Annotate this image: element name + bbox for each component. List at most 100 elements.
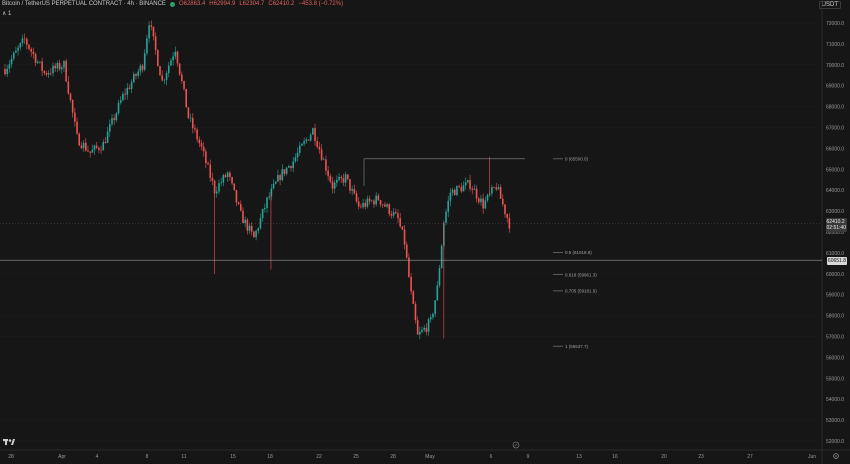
candle-body — [338, 176, 340, 180]
time-axis: 28 Apr 4 8 11 15 18 22 25 28 May 6 9 13 16 20 23 27 Jun — [8, 454, 816, 460]
candle-body — [471, 188, 474, 190]
candle-body — [100, 149, 102, 151]
candle-body — [288, 166, 290, 168]
candle-body — [423, 327, 425, 330]
low-value: L62304.7 — [239, 1, 265, 7]
candle-body — [133, 74, 135, 83]
candle-body — [320, 149, 323, 160]
candle-body — [172, 56, 174, 61]
candle-body — [65, 60, 67, 82]
candle-body — [117, 102, 120, 114]
candle-body — [493, 187, 495, 188]
candle-body — [508, 218, 511, 229]
currency-selector[interactable]: USDT — [818, 1, 841, 9]
candle-body — [395, 212, 397, 214]
candle-body — [36, 61, 39, 63]
candle-body — [74, 112, 76, 122]
candle-body — [82, 142, 85, 149]
candle-body — [91, 149, 94, 153]
candle-body — [178, 63, 181, 75]
price-tick-label: 65000.0 — [826, 167, 844, 173]
candle-body — [189, 117, 192, 119]
candle-body — [52, 65, 54, 74]
candle-body — [432, 313, 434, 318]
candle-body — [32, 51, 35, 54]
candle-body — [469, 180, 471, 189]
time-tick-label: 9 — [527, 454, 530, 460]
candle-body — [63, 60, 65, 68]
gear-icon[interactable] — [833, 453, 839, 459]
candle-body — [504, 204, 506, 215]
candle-body — [244, 219, 246, 224]
candle-body — [135, 74, 137, 76]
price-tick-label: 67000.0 — [826, 126, 844, 132]
candle-body — [200, 143, 203, 147]
candle-body — [106, 131, 109, 143]
candle-body — [314, 128, 316, 142]
candle-body — [405, 244, 408, 258]
scroll-to-realtime-icon[interactable] — [512, 441, 520, 449]
symbol-title[interactable]: Bitcoin / TetherUS PERPETUAL CONTRACT · … — [2, 1, 166, 7]
current-price-label: 62410.2 02:51:40 — [825, 218, 847, 233]
candle-body — [248, 225, 251, 231]
candle-body — [255, 230, 257, 238]
candle-body — [451, 189, 454, 193]
candle-body — [148, 25, 150, 39]
candle-body — [480, 198, 482, 203]
fib-level-label: 0.705 (59181.6) — [565, 289, 597, 294]
candle-body — [205, 151, 207, 163]
candle-body — [473, 188, 476, 190]
candle-body — [202, 146, 205, 152]
candle-body — [235, 189, 238, 203]
candle-body — [213, 180, 216, 194]
tradingview-logo-icon[interactable] — [3, 439, 15, 445]
candle-body — [399, 218, 401, 227]
candle-body — [211, 177, 214, 181]
time-tick-label: 20 — [661, 454, 667, 460]
candle-body — [102, 141, 105, 151]
candle-body — [371, 200, 373, 202]
candle-body — [54, 65, 57, 69]
candle-body — [294, 157, 297, 162]
time-tick-label: 13 — [576, 454, 582, 460]
indicator-collapse-button[interactable]: ∧ 1 — [2, 11, 12, 17]
candle-body — [174, 51, 177, 57]
open-value: O62863.4 — [178, 1, 206, 7]
candle-body — [377, 195, 380, 201]
candle-body — [312, 128, 314, 135]
candle-body — [368, 198, 371, 202]
candle-body — [495, 187, 498, 190]
time-tick-label: 22 — [316, 454, 322, 460]
candle-body — [237, 202, 240, 205]
candle-body — [246, 219, 249, 231]
chart-legend[interactable]: Bitcoin / TetherUS PERPETUAL CONTRACT · … — [2, 1, 343, 7]
price-tick-label: 57000.0 — [826, 335, 844, 341]
candle-body — [475, 188, 478, 199]
time-tick-label: 8 — [146, 454, 149, 460]
candle-body — [207, 162, 209, 165]
fib-level-label: 0.618 (59961.3) — [565, 272, 597, 277]
candle-body — [250, 225, 253, 232]
candle-body — [161, 75, 163, 81]
candle-body — [93, 145, 96, 150]
candle-body — [17, 47, 19, 51]
fib-level-label: 0 (65500.0) — [565, 157, 589, 162]
candle-body — [482, 198, 484, 209]
candle-body — [281, 169, 284, 180]
candle-body — [163, 79, 166, 81]
candle-body — [150, 25, 153, 27]
time-tick-label: 15 — [230, 454, 236, 460]
price-axis: 72000.0 71000.0 70000.0 69000.0 68000.0 67000… — [826, 21, 844, 445]
price-tick-label: 72000.0 — [826, 21, 844, 27]
drawings-layer: 0 (65500.0) 0.5 (61018.9) 0.618 (59961.3) 0… — [0, 157, 822, 349]
candle-body — [30, 48, 32, 52]
candle-body — [268, 196, 270, 198]
candle-body — [109, 124, 111, 132]
candle-body — [397, 213, 399, 219]
candle-body — [491, 187, 493, 194]
price-tick-label: 54000.0 — [826, 397, 844, 403]
candle-body — [137, 71, 139, 76]
candle-body — [351, 189, 353, 191]
candle-body — [427, 319, 430, 332]
